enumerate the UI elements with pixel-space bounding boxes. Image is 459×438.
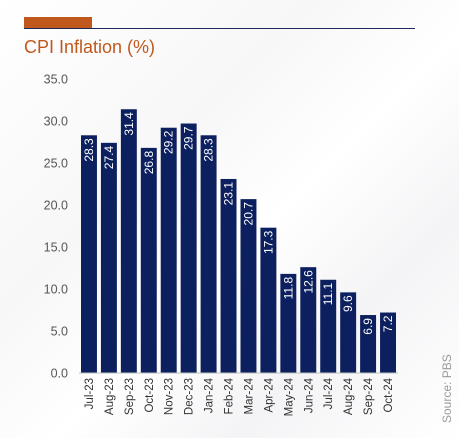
source-note: Source: PBS	[440, 354, 454, 423]
bar	[80, 135, 97, 373]
y-tick-label: 5.0	[51, 325, 68, 339]
x-tick-label: Apr-24	[263, 377, 275, 412]
x-tick-label: Sep-24	[363, 377, 375, 415]
x-tick-label: Dec-23	[184, 378, 196, 415]
bar-value-label: 28.3	[202, 138, 216, 162]
bar-value-label: 9.6	[341, 295, 355, 312]
bar-value-label: 29.2	[162, 130, 176, 154]
bar	[300, 267, 317, 373]
x-tick-label: Jul-24	[323, 377, 335, 409]
bar	[340, 292, 357, 373]
x-tick-label: Jul-23	[84, 378, 96, 409]
bar-value-label: 17.3	[261, 230, 275, 254]
bar	[180, 123, 197, 374]
x-axis: Jul-23 Aug-23 Sep-23 Oct-23 Nov-23 Dec-23 Jan-…	[79, 372, 398, 416]
chart-title: CPI Inflation (%)	[24, 37, 156, 57]
bar	[100, 142, 117, 373]
title-rule	[24, 28, 415, 29]
bar-value-label: 6.9	[361, 318, 375, 335]
x-tick-label: Aug-23	[104, 378, 116, 415]
bar-value-label: 11.8	[281, 277, 295, 300]
bar	[240, 199, 257, 373]
y-axis: 0.0 5.0 10.0 15.0 20.0 25.0 30.0 35.0	[44, 73, 68, 381]
y-tick-label: 0.0	[51, 367, 68, 381]
bar	[160, 127, 177, 373]
y-tick-label: 20.0	[44, 199, 68, 213]
x-tick-label: Mar-24	[243, 377, 255, 414]
y-tick-label: 35.0	[44, 73, 68, 87]
bar-value-label: 27.4	[102, 146, 116, 170]
title-accent-bar	[24, 17, 92, 28]
bar	[220, 178, 237, 373]
bar-value-label: 20.7	[241, 202, 255, 226]
bar	[280, 273, 297, 373]
y-tick-label: 30.0	[44, 115, 68, 129]
x-tick-label: Jan-24	[204, 377, 216, 413]
bar-value-label: 11.1	[321, 282, 335, 305]
bar	[260, 227, 277, 373]
y-tick-label: 10.0	[44, 283, 68, 297]
bar-value-label: 28.3	[82, 138, 96, 162]
bar-value-label: 26.8	[142, 151, 156, 175]
bar-value-label: 12.6	[301, 270, 315, 294]
bar-value-label: 31.4	[122, 112, 136, 136]
x-tick-label: Sep-23	[124, 378, 136, 415]
x-tick-label: Oct-24	[383, 377, 395, 412]
bar	[380, 312, 397, 373]
x-tick-label: Jun-24	[303, 377, 315, 413]
bar	[140, 147, 157, 373]
bar-value-label: 29.7	[182, 126, 196, 150]
bar	[120, 109, 137, 374]
bar-value-label: 23.1	[222, 182, 236, 206]
x-tick-label: Oct-23	[144, 378, 156, 413]
y-tick-label: 25.0	[44, 157, 68, 171]
bar	[360, 315, 377, 373]
x-tick-label: Aug-24	[343, 377, 355, 415]
x-tick-label: May-24	[283, 377, 295, 416]
y-tick-label: 15.0	[44, 241, 68, 255]
x-tick-label: Feb-24	[224, 377, 236, 414]
bar	[200, 135, 217, 373]
bar-series: 28.3 27.4 31.4 26.8 29.2 29.7 28.3 23.1 20.7 17.3…	[80, 109, 397, 374]
bar	[320, 279, 337, 373]
bar-value-label: 7.2	[381, 315, 395, 332]
x-tick-label: Nov-23	[164, 378, 176, 415]
